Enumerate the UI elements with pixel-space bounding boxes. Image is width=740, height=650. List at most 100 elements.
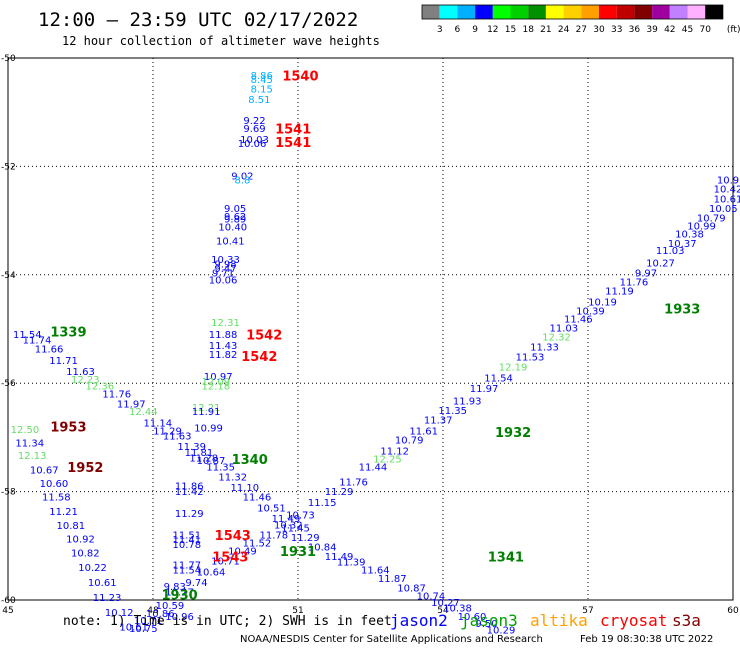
wave-height-label: 9.98: [214, 259, 236, 270]
scale-swatch: [652, 5, 670, 19]
wave-height-label: 11.64: [361, 566, 390, 577]
wave-height-label: 11.54: [173, 566, 202, 577]
plot-frame: [7, 57, 734, 601]
wave-height-label: 10.22: [78, 563, 107, 574]
wave-height-label: 9.47: [214, 264, 236, 275]
scale-swatch: [422, 5, 440, 19]
scale-label: 70: [699, 25, 711, 35]
wave-height-label: 10.42: [714, 185, 740, 196]
scale-border: [421, 4, 724, 20]
scale-label: 36: [629, 25, 641, 35]
wave-height-label: 10.92: [66, 534, 95, 545]
color-scale-legend: 3 6 9 12 15 18 21 24 27 30 33 36 39 42 45 70 (ft): [421, 4, 740, 35]
wave-height-label: 11.58: [42, 493, 71, 504]
wave-height-label: 10.84: [308, 542, 337, 553]
satellite-name-altika: altika: [530, 611, 588, 630]
wave-height-label: 11.78: [260, 530, 289, 541]
wave-height-label: 10.79: [697, 213, 726, 224]
y-tick-label: -50: [1, 54, 16, 64]
wave-height-label: 11.14: [144, 418, 173, 429]
x-tick-labels: 45 48 51 54 57 60: [2, 606, 739, 616]
wave-height-points: 8.868.458.158.519.229.6910.0310.069.028.…: [11, 71, 740, 636]
pass-time-label: 1543: [215, 529, 251, 544]
wave-height-label: 8.51: [248, 95, 270, 106]
wave-height-label: 10.32: [274, 521, 303, 532]
scale-swatch: [581, 5, 599, 19]
x-tick-label: 51: [292, 606, 303, 616]
wave-height-label: 12.36: [86, 381, 115, 392]
pass-time-label: 1952: [67, 461, 103, 476]
scale-swatch: [510, 5, 529, 19]
wave-height-label: 11.45: [281, 523, 310, 534]
wave-height-label: 10.79: [395, 436, 424, 447]
scale-label: 45: [682, 25, 693, 35]
wave-height-label: 12.32: [542, 333, 571, 344]
wave-height-label: 11.39: [337, 558, 366, 569]
wave-height-label: 11.49: [325, 552, 354, 563]
wave-height-label: 10.97: [204, 372, 233, 383]
scale-swatch: [669, 5, 688, 19]
scale-swatch: [687, 5, 706, 19]
wave-height-label: 11.86: [175, 482, 204, 493]
wave-height-label: 11.39: [177, 442, 206, 453]
wave-height-label: 11.91: [192, 407, 221, 418]
footer-note: note: 1) Time is in UTC; 2) SWH is in fe…: [63, 614, 392, 629]
pass-time-label: 1933: [664, 302, 700, 317]
wave-height-label: 11.97: [117, 399, 146, 410]
wave-height-label: 11.74: [23, 335, 52, 346]
wave-height-label: 8.8: [234, 175, 250, 186]
wave-height-label: 11.81: [185, 448, 214, 459]
wave-height-label: 11.10: [231, 483, 260, 494]
wave-height-label: 11.12: [380, 446, 409, 457]
wave-height-label: 10.05: [709, 204, 738, 215]
grid-lines: [8, 58, 733, 600]
wave-height-label: 10.82: [71, 548, 100, 559]
scale-label: 24: [558, 25, 570, 35]
wave-height-label: 10.61: [119, 623, 148, 634]
wave-height-label: 11.42: [175, 487, 204, 498]
wave-height-label: 12.13: [18, 451, 47, 462]
wave-height-label: 10.27: [646, 258, 675, 269]
wave-height-label: 11.93: [453, 397, 482, 408]
wave-height-label: 9.05: [224, 204, 246, 215]
wave-height-label: 12.44: [129, 407, 158, 418]
scale-label: 15: [505, 25, 516, 35]
wave-height-label: 10.99: [687, 222, 716, 233]
wave-height-label: 12.50: [11, 425, 40, 436]
wave-height-label: 11.77: [173, 560, 202, 571]
wave-height-label: 12.31: [211, 318, 240, 329]
wave-height-label: 9.97: [635, 269, 657, 280]
wave-height-label: 10.60: [458, 612, 487, 623]
wave-height-label: 11.37: [424, 416, 453, 427]
x-tick-label: 45: [2, 606, 13, 616]
pass-time-label: 1341: [488, 551, 524, 566]
scale-label: 27: [576, 25, 587, 35]
x-tick-label: 60: [727, 606, 739, 616]
chart-title: 12:00 – 23:59 UTC 02/17/2022: [38, 9, 358, 31]
wave-height-label: 9.62: [224, 212, 246, 223]
wave-height-label: 10.9: [717, 175, 739, 186]
wave-height-label: 11.49: [272, 514, 301, 525]
wave-height-label: 11.54: [13, 330, 42, 341]
pass-time-label: 1543: [212, 551, 248, 566]
wave-height-label: 9.22: [243, 116, 265, 127]
scale-label: 9: [472, 25, 478, 35]
wave-height-label: 12.25: [373, 455, 402, 466]
wave-height-label: 10.33: [211, 255, 240, 266]
chart-subtitle: 12 hour collection of altimeter wave hei…: [62, 34, 380, 48]
wave-height-label: 9.02: [231, 172, 253, 183]
wave-height-label: 11.76: [339, 477, 368, 488]
satellite-name-jason3: jason3: [460, 611, 518, 630]
pass-time-label: 1542: [246, 328, 282, 343]
scale-swatch: [563, 5, 582, 19]
wave-height-label: 11.29: [153, 426, 182, 437]
wave-height-label: 11.76: [620, 277, 649, 288]
y-tick-label: -60: [1, 596, 16, 606]
wave-height-label: 11.44: [359, 463, 388, 474]
wave-height-label: 10.67: [30, 465, 59, 476]
scale-swatch: [439, 5, 458, 19]
wave-height-label: 11.35: [438, 406, 467, 417]
wave-height-label: 11.53: [516, 353, 545, 364]
satellite-name-jason2: jason2: [390, 611, 448, 630]
